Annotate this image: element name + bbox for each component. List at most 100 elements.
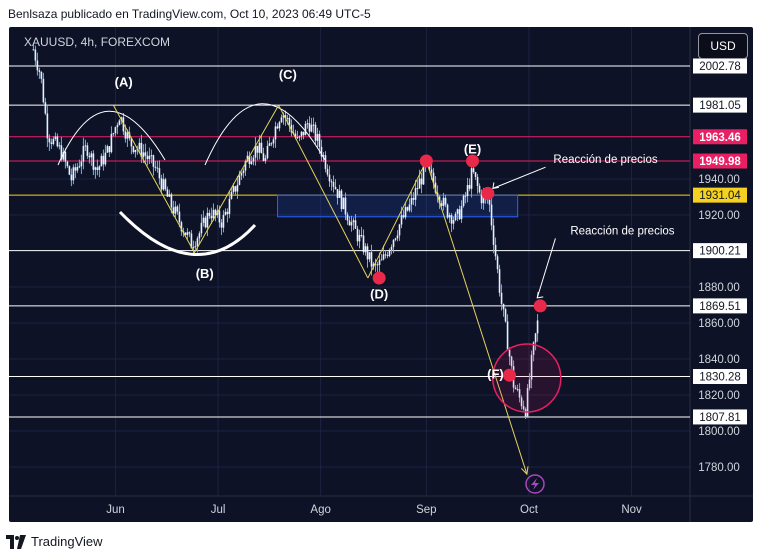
wave-segment — [112, 104, 195, 254]
candle-body — [334, 186, 337, 189]
candle-body — [184, 232, 187, 236]
y-axis: 1940.00 1920.00 1880.00 1860.00 1840.00 1820.… — [693, 58, 747, 474]
level-price-tag — [693, 409, 747, 425]
candle-body — [238, 175, 241, 185]
lightning-icon[interactable] — [525, 474, 545, 494]
candle-body — [342, 197, 345, 210]
candle-body — [58, 145, 61, 147]
candle-body — [42, 78, 45, 103]
candle-body — [224, 211, 227, 215]
candle-body — [36, 60, 39, 71]
candle-body — [178, 211, 181, 223]
candle-body — [298, 136, 301, 138]
candle-body — [280, 117, 283, 123]
y-tick-label: 1880.00 — [698, 282, 740, 294]
candle-body — [98, 166, 101, 170]
candle-body — [528, 379, 531, 389]
x-tick-label: Nov — [621, 504, 642, 516]
candle-body — [82, 146, 85, 162]
candle-body — [130, 138, 133, 147]
candle-body — [248, 155, 251, 165]
candle-body — [214, 209, 217, 215]
candle-body — [168, 194, 171, 197]
candle-body — [388, 249, 391, 256]
currency-button[interactable]: USD — [698, 33, 748, 59]
wave-marker — [481, 186, 495, 200]
candle-body — [470, 168, 473, 189]
candle-body — [396, 235, 399, 239]
x-axis: Jun Jul Ago Sep Oct Nov — [106, 504, 642, 516]
y-tick-label: 1800.00 — [698, 426, 740, 438]
candle-body — [112, 133, 115, 135]
candle-body — [148, 155, 151, 160]
candle-body — [456, 209, 459, 214]
candle-body — [142, 152, 145, 157]
candle-body — [80, 161, 83, 167]
grid — [9, 27, 753, 522]
candle-body — [520, 397, 523, 407]
candle-body — [202, 217, 205, 223]
candle-body — [284, 115, 287, 118]
level-price-tag — [693, 129, 747, 145]
candle-body — [442, 197, 445, 206]
candle-body — [508, 349, 511, 357]
candle-body — [536, 320, 539, 334]
wave-marker — [372, 271, 386, 285]
candle-body — [376, 264, 379, 266]
candle-body — [294, 133, 297, 138]
annotation-arrow — [492, 166, 546, 189]
candle-body — [90, 153, 93, 158]
candle-body — [186, 232, 189, 236]
level-price-label: 1869.51 — [699, 301, 741, 313]
annotation-arrow — [536, 238, 556, 299]
candle-body — [288, 117, 291, 125]
candle-body — [506, 321, 509, 350]
reaction-circle — [492, 343, 562, 413]
candle-body — [222, 214, 225, 228]
candle-body — [458, 209, 461, 220]
candle-body — [188, 232, 191, 234]
candle-body — [532, 342, 535, 355]
candle-body — [232, 186, 235, 192]
footer: TradingView — [6, 534, 103, 549]
candle-body — [362, 235, 365, 253]
candle-body — [522, 406, 525, 410]
candle-body — [226, 211, 229, 215]
candle-body — [454, 213, 457, 221]
candle-body — [48, 138, 51, 143]
candle-body — [372, 263, 375, 267]
candle-body — [300, 131, 303, 137]
candle-body — [290, 124, 293, 133]
candle-body — [100, 155, 103, 167]
level-price-tag — [693, 243, 747, 259]
candle-body — [190, 233, 193, 249]
candle-body — [150, 155, 153, 157]
candle-body — [418, 178, 421, 189]
candle-body — [374, 263, 377, 265]
candle-body — [366, 246, 369, 260]
candle-body — [220, 222, 223, 228]
x-tick-label: Jul — [211, 504, 226, 516]
candle-body — [434, 182, 437, 193]
level-price-label: 1807.81 — [699, 412, 741, 424]
candle-body — [156, 167, 159, 169]
candle-body — [302, 131, 305, 136]
candle-body — [32, 49, 35, 51]
candle-body — [102, 155, 105, 165]
candle-body — [64, 151, 67, 162]
level-price-label: 1931.04 — [699, 190, 741, 202]
candle-body — [84, 145, 87, 147]
candle-body — [158, 168, 161, 179]
annotation-arrowhead — [492, 182, 499, 190]
candle-body — [386, 255, 389, 257]
candle-body — [252, 157, 255, 162]
level-price-tag — [693, 187, 747, 203]
candle-body — [516, 389, 519, 391]
candle-body — [264, 158, 267, 161]
candle-body — [76, 167, 79, 171]
candle-body — [40, 71, 43, 79]
wave-label: (E) — [464, 141, 481, 156]
candle-body — [488, 199, 491, 205]
candle-body — [210, 215, 213, 219]
